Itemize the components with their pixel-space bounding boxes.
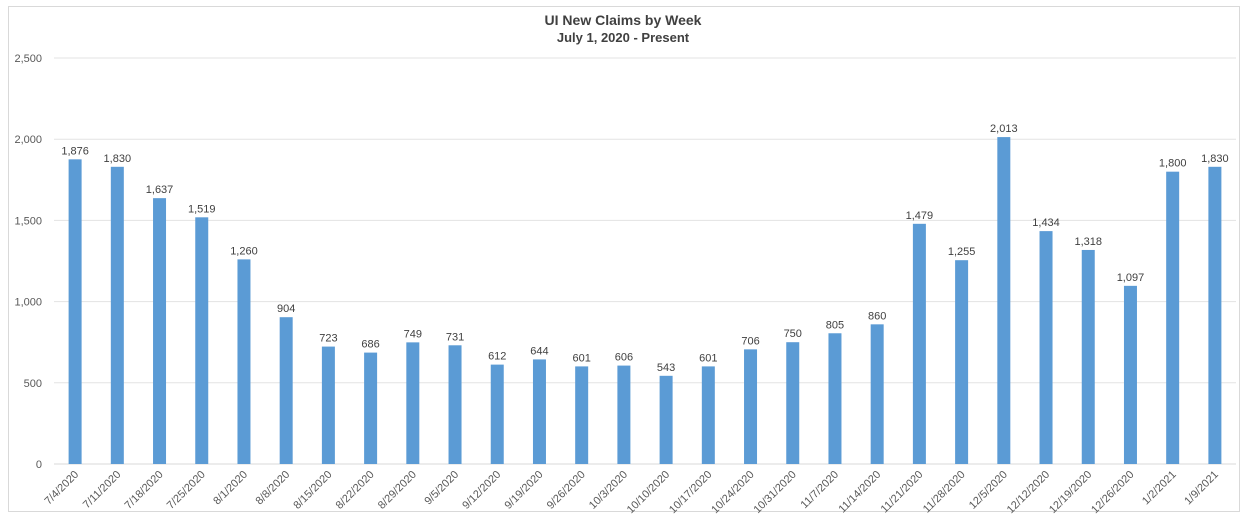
bar [68, 159, 82, 465]
bar [1208, 166, 1222, 465]
data-label: 1,434 [1032, 217, 1060, 229]
data-label: 1,637 [146, 184, 174, 196]
bar [912, 223, 926, 464]
data-label: 1,479 [906, 210, 934, 222]
x-tick-label: 1/9/2021 [1182, 469, 1221, 508]
x-tick-label: 8/1/2020 [211, 469, 250, 508]
data-label: 601 [572, 352, 590, 364]
data-label: 1,260 [230, 245, 258, 257]
data-label: 805 [826, 319, 844, 331]
bar [490, 364, 504, 464]
bar [828, 333, 842, 464]
bar [786, 342, 800, 464]
y-tick-label: 2,500 [14, 53, 42, 65]
bar [195, 217, 209, 464]
x-tick-label: 9/19/2020 [502, 469, 545, 512]
data-label: 731 [446, 331, 464, 343]
data-label: 1,876 [61, 145, 89, 157]
x-tick-label: 7/25/2020 [165, 469, 208, 512]
x-tick-label: 12/5/2020 [967, 469, 1010, 512]
bar [659, 375, 673, 464]
y-tick-label: 500 [24, 378, 42, 390]
y-axis-ticks: 0 500 1,000 1,500 2,000 2,500 [14, 53, 42, 471]
bar [110, 166, 124, 465]
bar [1166, 171, 1180, 464]
data-label: 1,800 [1159, 158, 1187, 170]
data-labels: 1,876 1,830 1,637 1,519 1,260 904 723 686 749 731… [61, 123, 1228, 374]
bar [448, 345, 462, 464]
x-tick-label: 12/12/2020 [1005, 469, 1052, 516]
x-tick-label: 10/3/2020 [587, 469, 630, 512]
bar [406, 342, 420, 464]
bars [68, 137, 1222, 465]
x-tick-label: 9/12/2020 [460, 469, 503, 512]
y-tick-label: 1,500 [14, 215, 42, 227]
data-label: 612 [488, 351, 506, 363]
bar [955, 260, 969, 464]
bar [364, 352, 378, 464]
bar [237, 259, 251, 464]
bar [701, 366, 715, 464]
x-tick-label: 8/22/2020 [334, 469, 377, 512]
data-label: 1,519 [188, 203, 216, 215]
x-tick-label: 12/26/2020 [1089, 469, 1136, 516]
gridlines [54, 57, 1236, 465]
bar [575, 366, 589, 464]
bar [744, 349, 758, 464]
x-tick-label: 11/21/2020 [879, 469, 926, 516]
bar [279, 317, 293, 464]
bar [321, 346, 335, 464]
data-label: 606 [615, 352, 633, 364]
y-tick-label: 2,000 [14, 134, 42, 146]
x-tick-label: 10/31/2020 [751, 469, 798, 516]
x-tick-label: 7/11/2020 [81, 469, 124, 512]
bar [532, 359, 546, 464]
x-tick-label: 10/10/2020 [625, 469, 672, 516]
x-tick-label: 8/15/2020 [291, 469, 334, 512]
y-tick-label: 0 [36, 459, 42, 471]
data-label: 749 [404, 328, 422, 340]
bar [997, 137, 1011, 464]
x-tick-label: 7/4/2020 [42, 469, 81, 508]
data-label: 601 [699, 352, 717, 364]
bar [617, 365, 631, 464]
bar [870, 324, 884, 464]
chart-title: UI New Claims by Week [544, 12, 702, 28]
data-label: 1,318 [1074, 236, 1102, 248]
bar [1039, 231, 1053, 464]
data-label: 1,097 [1117, 272, 1145, 284]
x-tick-label: 1/2/2021 [1140, 469, 1179, 508]
data-label: 2,013 [990, 123, 1018, 135]
data-label: 644 [530, 345, 548, 357]
data-label: 1,830 [104, 153, 132, 165]
data-label: 1,830 [1201, 153, 1229, 165]
x-tick-label: 9/5/2020 [422, 469, 461, 508]
data-label: 1,255 [948, 246, 976, 258]
x-tick-label: 12/19/2020 [1047, 469, 1094, 516]
x-tick-label: 8/29/2020 [376, 469, 419, 512]
chart-subtitle: July 1, 2020 - Present [556, 30, 690, 45]
x-tick-label: 10/17/2020 [667, 469, 714, 516]
x-axis-ticks: 7/4/2020 7/11/2020 7/18/2020 7/25/2020 8/1/2… [42, 469, 1221, 516]
y-tick-label: 1,000 [14, 297, 42, 309]
bar [153, 198, 167, 465]
x-tick-label: 9/26/2020 [545, 469, 588, 512]
x-tick-label: 11/14/2020 [836, 469, 883, 516]
data-label: 706 [741, 335, 759, 347]
data-label: 723 [319, 333, 337, 345]
x-tick-label: 8/8/2020 [254, 469, 293, 508]
data-label: 904 [277, 303, 295, 315]
data-label: 750 [784, 328, 802, 340]
bar [1123, 285, 1137, 464]
data-label: 543 [657, 362, 675, 374]
bar [1081, 249, 1095, 464]
x-tick-label: 11/7/2020 [799, 469, 842, 512]
x-tick-label: 7/18/2020 [123, 469, 166, 512]
data-label: 686 [361, 339, 379, 351]
x-tick-label: 10/24/2020 [709, 469, 756, 516]
data-label: 860 [868, 310, 886, 322]
x-tick-label: 11/28/2020 [921, 469, 968, 516]
